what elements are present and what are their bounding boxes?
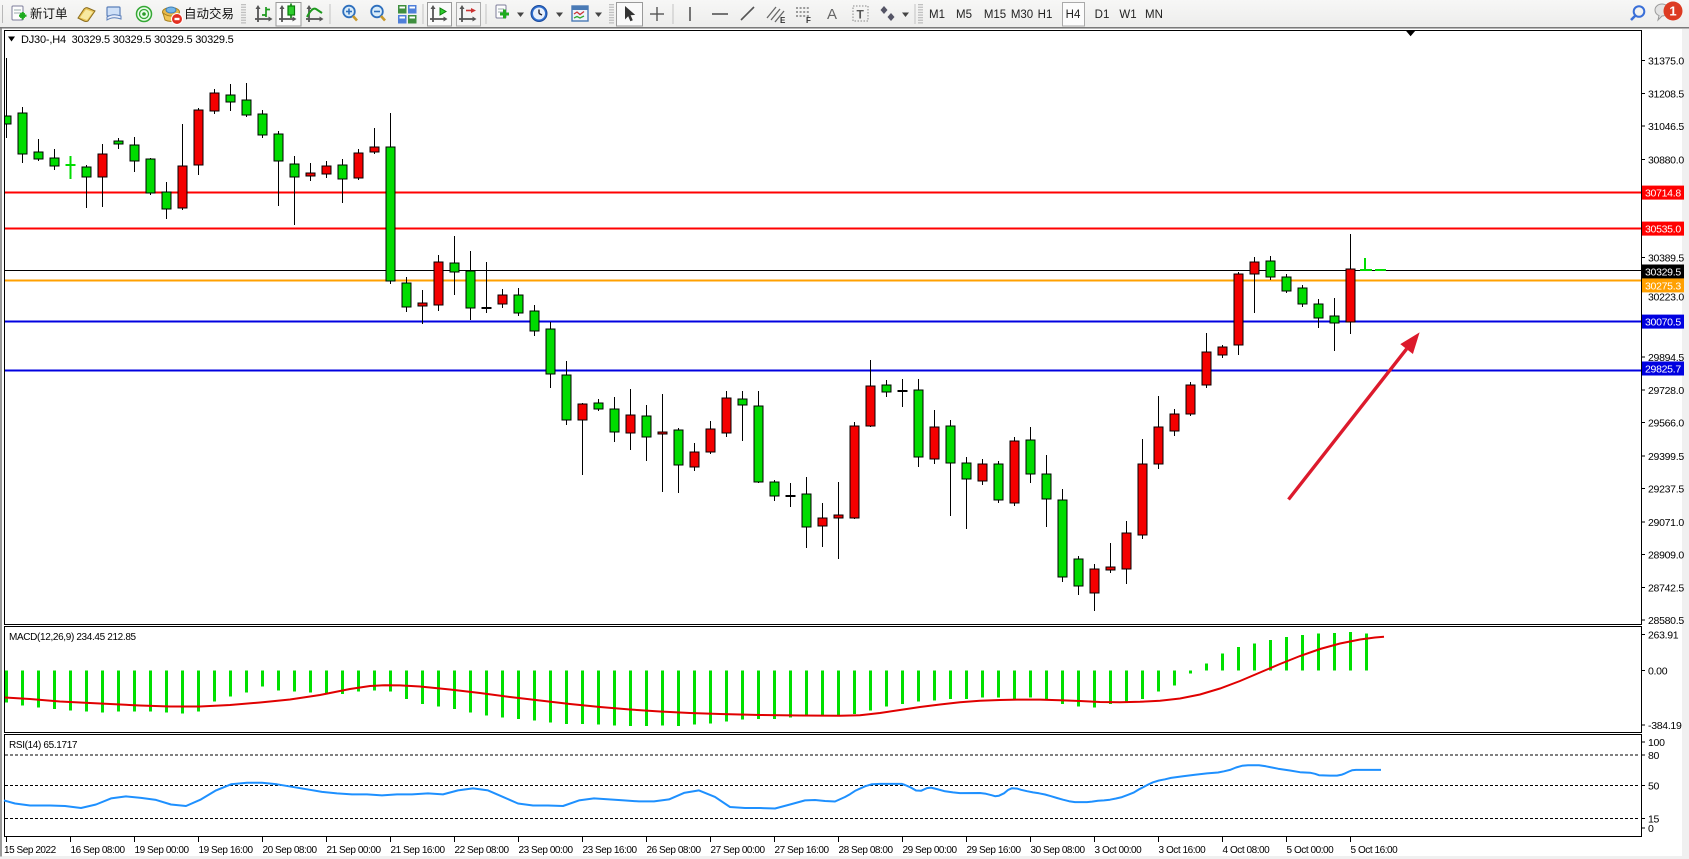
svg-text:29566.0: 29566.0: [1648, 418, 1684, 430]
svg-text:0: 0: [1648, 823, 1654, 835]
svg-text:23 Sep 16:00: 23 Sep 16:00: [583, 845, 638, 856]
svg-text:30389.5: 30389.5: [1648, 253, 1684, 265]
svg-text:28 Sep 08:00: 28 Sep 08:00: [839, 845, 894, 856]
svg-text:29 Sep 00:00: 29 Sep 00:00: [903, 845, 958, 856]
svg-text:29894.5: 29894.5: [1648, 352, 1684, 364]
svg-text:MN: MN: [1145, 9, 1163, 21]
svg-text:RSI(14) 65.1717: RSI(14) 65.1717: [9, 740, 78, 751]
svg-text:30223.0: 30223.0: [1648, 292, 1684, 304]
svg-text:31375.0: 31375.0: [1648, 55, 1684, 67]
svg-text:29071.0: 29071.0: [1648, 517, 1684, 529]
svg-text:15 Sep 2022: 15 Sep 2022: [4, 845, 57, 856]
svg-text:29825.7: 29825.7: [1645, 364, 1681, 376]
svg-text:263.91: 263.91: [1648, 629, 1679, 641]
svg-text:19 Sep 00:00: 19 Sep 00:00: [135, 845, 190, 856]
svg-text:H4: H4: [1066, 9, 1081, 21]
svg-text:21 Sep 16:00: 21 Sep 16:00: [391, 845, 446, 856]
svg-text:27 Sep 00:00: 27 Sep 00:00: [711, 845, 766, 856]
svg-text:27 Sep 16:00: 27 Sep 16:00: [775, 845, 830, 856]
svg-text:F: F: [806, 16, 811, 25]
svg-text:M15: M15: [984, 9, 1006, 21]
svg-text:30070.5: 30070.5: [1645, 317, 1681, 329]
svg-text:30535.0: 30535.0: [1645, 224, 1681, 236]
svg-text:21 Sep 00:00: 21 Sep 00:00: [327, 845, 382, 856]
svg-text:MACD(12,26,9) 234.45 212.85: MACD(12,26,9) 234.45 212.85: [9, 632, 137, 643]
svg-text:100: 100: [1648, 737, 1665, 749]
svg-text:28909.0: 28909.0: [1648, 549, 1684, 561]
svg-text:3 Oct 16:00: 3 Oct 16:00: [1159, 845, 1207, 856]
svg-text:新订单: 新订单: [30, 6, 68, 21]
svg-text:50: 50: [1648, 781, 1660, 793]
svg-text:4 Oct 08:00: 4 Oct 08:00: [1223, 845, 1271, 856]
svg-text:19 Sep 16:00: 19 Sep 16:00: [199, 845, 254, 856]
svg-text:22 Sep 08:00: 22 Sep 08:00: [455, 845, 510, 856]
svg-text:5 Oct 00:00: 5 Oct 00:00: [1287, 845, 1335, 856]
svg-text:29 Sep 16:00: 29 Sep 16:00: [967, 845, 1022, 856]
svg-text:A: A: [827, 6, 837, 23]
svg-text:E: E: [780, 16, 786, 25]
svg-text:31208.5: 31208.5: [1648, 89, 1684, 101]
svg-text:16 Sep 08:00: 16 Sep 08:00: [71, 845, 126, 856]
svg-text:0.00: 0.00: [1648, 666, 1668, 678]
svg-text:30 Sep 08:00: 30 Sep 08:00: [1031, 845, 1086, 856]
svg-text:29399.5: 29399.5: [1648, 451, 1684, 463]
svg-text:28580.5: 28580.5: [1648, 615, 1684, 627]
svg-text:31046.5: 31046.5: [1648, 121, 1684, 133]
svg-text:15: 15: [1648, 814, 1660, 826]
svg-text:3 Oct 00:00: 3 Oct 00:00: [1095, 845, 1143, 856]
svg-text:自动交易: 自动交易: [184, 6, 234, 21]
svg-text:W1: W1: [1119, 9, 1136, 21]
svg-text:26 Sep 08:00: 26 Sep 08:00: [647, 845, 702, 856]
svg-text:30714.8: 30714.8: [1645, 188, 1681, 200]
svg-text:20 Sep 08:00: 20 Sep 08:00: [263, 845, 318, 856]
svg-text:30329.5: 30329.5: [1645, 267, 1681, 279]
svg-text:5 Oct 16:00: 5 Oct 16:00: [1351, 845, 1399, 856]
svg-text:M5: M5: [956, 9, 972, 21]
svg-text:-384.19: -384.19: [1648, 720, 1682, 732]
svg-text:D1: D1: [1095, 9, 1110, 21]
svg-text:30275.3: 30275.3: [1645, 280, 1681, 292]
svg-text:M30: M30: [1011, 9, 1033, 21]
svg-text:29237.5: 29237.5: [1648, 484, 1684, 496]
svg-text:80: 80: [1648, 750, 1660, 762]
svg-text:1: 1: [1669, 4, 1676, 19]
svg-text:23 Sep 00:00: 23 Sep 00:00: [519, 845, 574, 856]
svg-text:H1: H1: [1038, 9, 1053, 21]
svg-text:DJ30-,H4 30329.5 30329.5 3032: DJ30-,H4 30329.5 30329.5 30329.5 30329.5: [21, 34, 234, 46]
svg-text:30880.0: 30880.0: [1648, 155, 1684, 167]
svg-text:28742.5: 28742.5: [1648, 583, 1684, 595]
svg-text:T: T: [857, 8, 865, 22]
svg-text:29728.0: 29728.0: [1648, 385, 1684, 397]
svg-text:M1: M1: [929, 9, 945, 21]
